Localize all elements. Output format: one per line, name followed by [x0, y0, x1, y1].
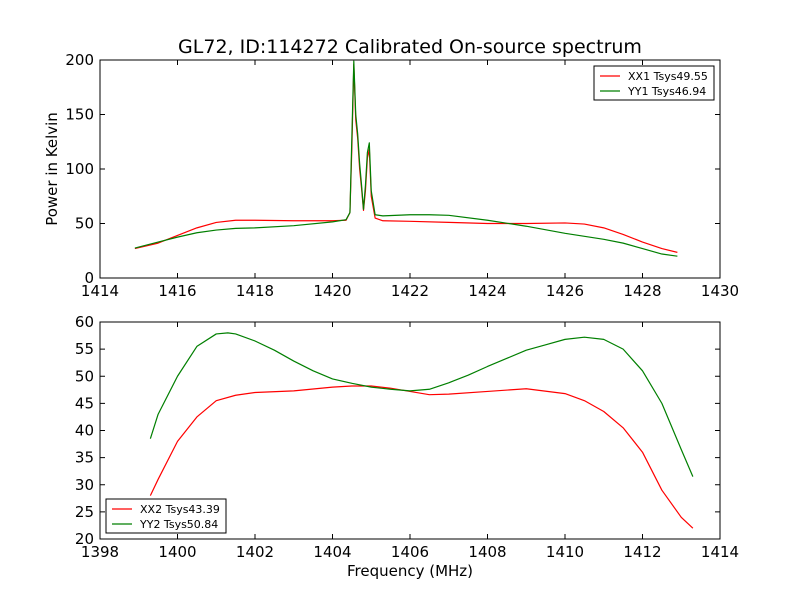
- y-tick-label: 25: [75, 503, 94, 521]
- series-line-1: [134, 63, 678, 253]
- legend-box: [105, 498, 227, 534]
- x-axis-label: Frequency (MHz): [347, 562, 473, 580]
- y-tick-label: 55: [75, 340, 94, 358]
- x-tick-label: 1430: [701, 282, 739, 300]
- x-tick-label: 1408: [468, 543, 506, 561]
- y-tick-label: 100: [65, 160, 94, 178]
- y-tick-label: 35: [75, 449, 94, 467]
- y-tick-label: 50: [75, 367, 94, 385]
- x-tick-label: 1426: [546, 282, 584, 300]
- legend-label: XX2 Tsys43.39: [140, 503, 220, 516]
- x-tick-label: 1416: [158, 282, 196, 300]
- series-line-2: [149, 332, 694, 477]
- x-tick-label: 1398: [81, 543, 119, 561]
- y-tick-label: 150: [65, 106, 94, 124]
- top-spectrum-panel: 1414 1416 1418 1420 1422 1424 1426 1428 1430 0 50 1…: [65, 51, 739, 300]
- x-tick-label: 1428: [623, 282, 661, 300]
- legend-box: [593, 65, 715, 101]
- series-line-2: [134, 60, 678, 257]
- y-tick-label: 30: [75, 476, 94, 494]
- legend-label: YY1 Tsys46.94: [627, 85, 706, 98]
- bottom-spectrum-panel: 1398 1400 1402 1404 1406 1408 1410 1412 1414 20 25…: [75, 313, 739, 561]
- x-tick-label: 1418: [236, 282, 274, 300]
- x-tick-label: 1414: [701, 543, 739, 561]
- x-tick-label: 1404: [313, 543, 351, 561]
- x-tick-label: 1400: [158, 543, 196, 561]
- y-tick-label: 45: [75, 394, 94, 412]
- y-tick-label: 40: [75, 422, 94, 440]
- series-line-1: [149, 385, 694, 529]
- chart-title: GL72, ID:114272 Calibrated On-source spe…: [178, 36, 642, 58]
- x-tick-label: 1420: [313, 282, 351, 300]
- legend: XX2 Tsys43.39 YY2 Tsys50.84: [105, 498, 227, 534]
- x-tick-label: 1406: [391, 543, 429, 561]
- x-tick-label: 1424: [468, 282, 506, 300]
- y-tick-label: 50: [75, 215, 94, 233]
- x-tick-label: 1402: [236, 543, 274, 561]
- y-tick-label: 20: [75, 530, 94, 548]
- legend-label: XX1 Tsys49.55: [628, 70, 708, 83]
- x-tick-label: 1412: [623, 543, 661, 561]
- y-axis-label: Power in Kelvin: [43, 112, 61, 226]
- x-tick-label: 1414: [81, 282, 119, 300]
- x-tick-label: 1422: [391, 282, 429, 300]
- legend: XX1 Tsys49.55 YY1 Tsys46.94: [593, 65, 715, 101]
- y-tick-label: 0: [84, 269, 94, 287]
- legend-label: YY2 Tsys50.84: [139, 518, 218, 531]
- y-tick-label: 60: [75, 313, 94, 331]
- x-tick-label: 1410: [546, 543, 584, 561]
- y-tick-label: 200: [65, 51, 94, 69]
